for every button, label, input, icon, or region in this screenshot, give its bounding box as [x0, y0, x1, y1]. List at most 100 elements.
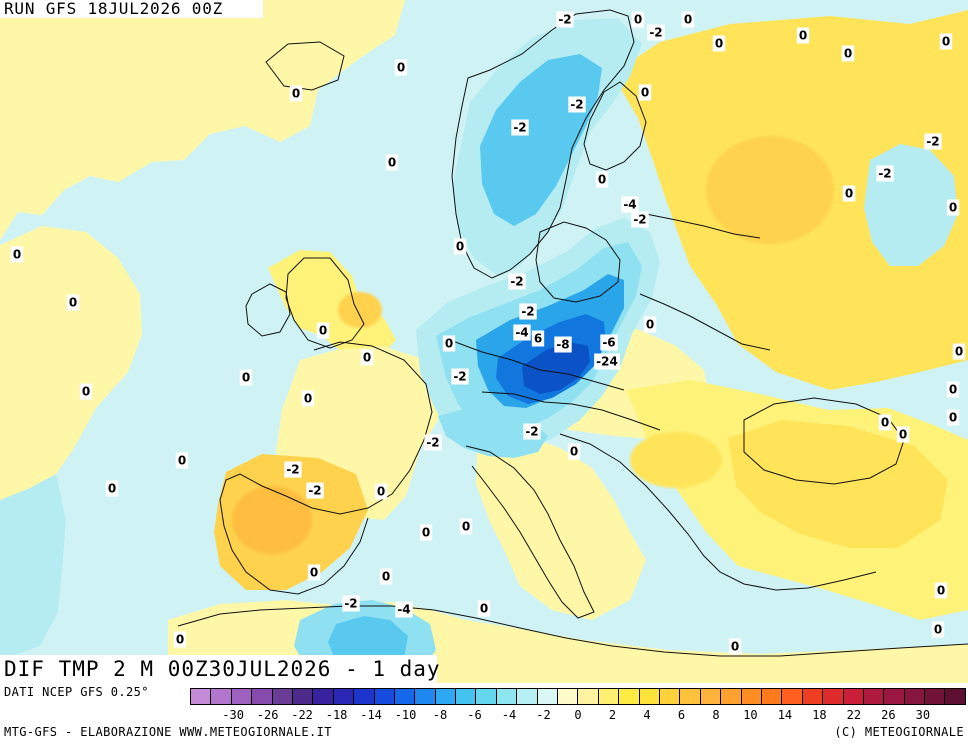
colorbar-swatch [619, 689, 640, 704]
colorbar-swatch [211, 689, 232, 704]
colorbar-swatch [823, 689, 844, 704]
colorbar-tick-label: 2 [608, 708, 617, 722]
contour-label-background [513, 324, 531, 341]
contour-label: -4 [397, 603, 410, 617]
contour-label-background [594, 353, 620, 370]
contour-label: 0 [310, 566, 318, 580]
contour-label: -2 [453, 370, 466, 384]
contour-label: 0 [292, 87, 300, 101]
colorbar-tick-label: 10 [743, 708, 758, 722]
colorbar-tick-label: 22 [846, 708, 862, 722]
contour-label: 0 [422, 526, 430, 540]
colorbar-tick-label: -4 [501, 708, 517, 722]
contour-label: 0 [108, 482, 116, 496]
contour-label: -2 [513, 121, 526, 135]
colorbar-tick-label: 4 [643, 708, 651, 722]
contour-label-background [374, 483, 388, 500]
contour-label-background [946, 409, 960, 426]
contour-label-background [395, 601, 413, 618]
british-isles-coast [285, 257, 365, 349]
colorbar-swatch [537, 689, 559, 704]
contour-label: 0 [937, 584, 945, 598]
contour-label-background [511, 119, 529, 136]
poland-cold-max [522, 342, 590, 394]
contour-label-background [712, 35, 726, 52]
colorbar-swatch [700, 689, 722, 704]
ireland-coast [245, 283, 291, 337]
contour-label: 0 [845, 187, 853, 201]
contour-label: 0 [178, 454, 186, 468]
source-note: DATI NCEP GFS 0.25° [4, 685, 149, 699]
contour-label-background [284, 461, 302, 478]
turkey-warm-field [728, 420, 948, 548]
colorbar-swatch [252, 689, 273, 704]
country-border-2 [481, 391, 661, 431]
colorbar-tick-label: 6 [677, 708, 686, 722]
contour-label: -4 [623, 198, 636, 212]
contour-label: 0 [731, 640, 739, 654]
colorbar-tick-label: -30 [222, 708, 244, 722]
contour-label: 0 [949, 411, 957, 425]
colorbar-swatch [659, 689, 681, 704]
colorbar-tick-label: -10 [394, 708, 417, 722]
colorbar-swatch [374, 689, 395, 704]
colorbar-swatch [394, 689, 416, 704]
country-border-3 [639, 293, 771, 351]
contour-label: -2 [649, 26, 662, 40]
contour-label: -6 [602, 336, 615, 350]
contour-label: 0 [176, 633, 184, 647]
colorbar-swatch [925, 689, 946, 704]
colorbar-labels: -30 -26 -22 -18 -14 -10 -8 -6 -4 -2 0 2 4 6 8 10 14 18 22 2… [190, 707, 966, 723]
colorbar-swatch [272, 689, 293, 704]
contour-label: 0 [715, 37, 723, 51]
warm-pockets [232, 136, 834, 554]
contour-label: -2 [344, 597, 357, 611]
contour-label: -2 [286, 463, 299, 477]
contour-label-background [939, 33, 953, 50]
contour-label-background [931, 621, 945, 638]
run-banner: RUN GFS 18JUL2026 00Z [0, 0, 263, 18]
contour-label-background [66, 294, 80, 311]
eastern-atlantic-cool-strip [0, 474, 66, 660]
contour-label-background [508, 273, 526, 290]
contour-label: 0 [388, 156, 396, 170]
contour-label-background [379, 568, 393, 585]
contour-label: 0 [480, 602, 488, 616]
contour-label-background [631, 11, 645, 28]
colorbar-swatch [741, 689, 762, 704]
colorbar-swatch [884, 689, 905, 704]
contour-label-background [453, 238, 467, 255]
colorbar-tick-label: 18 [812, 708, 827, 722]
colorbar-tick-label: -8 [432, 708, 448, 722]
contour-label-background [424, 434, 442, 451]
contour-label: 0 [363, 351, 371, 365]
contour-label: 0 [304, 392, 312, 406]
contour-label: -2 [308, 484, 321, 498]
colorbar-swatch [680, 689, 701, 704]
colorbar-swatch [313, 689, 334, 704]
contour-label: -2 [926, 135, 939, 149]
contour-label: -2 [878, 167, 891, 181]
colorbar-tick-label: -22 [291, 708, 313, 722]
contour-label-background [442, 335, 456, 352]
contour-label-background [289, 85, 303, 102]
contour-label: 0 [13, 248, 21, 262]
legend-footer: DATI NCEP GFS 0.25° -30 -26 -22 -18 -14 -10 -8… [0, 683, 968, 745]
contour-label-background [728, 638, 742, 655]
colorbar-tick-label: -14 [360, 708, 382, 722]
colorbar-swatch [639, 689, 660, 704]
contour-label-background [307, 564, 321, 581]
colorbar-swatch [598, 689, 620, 704]
contour-label-background [946, 199, 960, 216]
contour-label: 0 [955, 345, 963, 359]
contour-label-background [647, 24, 665, 41]
colorbar [190, 688, 966, 705]
colorbar-swatch [292, 689, 314, 704]
baltic-coast [535, 221, 621, 303]
colorbar-swatch [496, 689, 518, 704]
contour-label-background [554, 336, 572, 353]
contour-label-background [385, 154, 399, 171]
colorbar-tick-label: 30 [915, 708, 931, 722]
